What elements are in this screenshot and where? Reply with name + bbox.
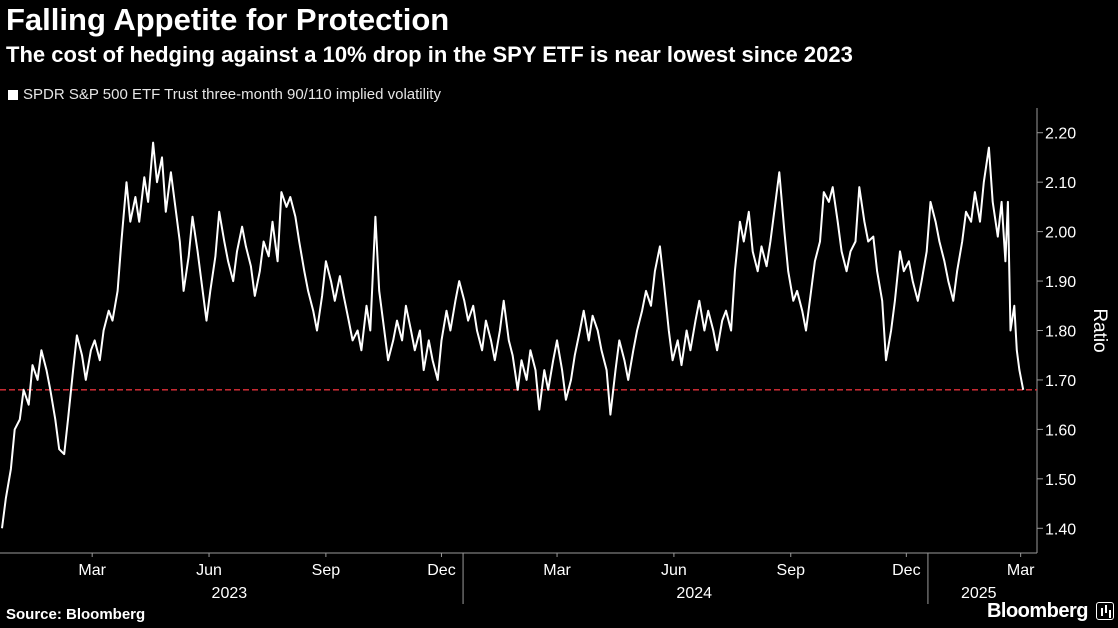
year-label: 2023 — [212, 585, 248, 602]
y-tick-label: 2.20 — [1045, 126, 1076, 143]
x-tick-label: Dec — [892, 562, 920, 579]
x-tick-label: Sep — [312, 562, 341, 579]
y-tick-label: 1.60 — [1045, 422, 1076, 439]
x-tick-label: Dec — [427, 562, 455, 579]
x-tick-label: Jun — [196, 562, 222, 579]
y-tick-label: 1.70 — [1045, 373, 1076, 390]
y-tick-label: 1.90 — [1045, 274, 1076, 291]
x-tick-label: Jun — [661, 562, 687, 579]
x-tick-label: Mar — [78, 562, 106, 579]
y-tick-label: 2.10 — [1045, 175, 1076, 192]
bloomberg-logo: Bloomberg — [986, 600, 1089, 622]
series-line — [1, 141, 1025, 529]
y-axis-title: Ratio — [1089, 308, 1110, 352]
year-label: 2025 — [961, 585, 997, 602]
bloomberg-chart-icon — [1096, 602, 1114, 620]
y-tick-label: 1.50 — [1045, 472, 1076, 489]
year-label: 2024 — [676, 585, 712, 602]
y-tick-label: 1.80 — [1045, 324, 1076, 341]
x-tick-label: Mar — [1007, 562, 1035, 579]
legend-label: SPDR S&P 500 ETF Trust three-month 90/11… — [23, 86, 441, 103]
y-tick-label: 2.00 — [1045, 225, 1076, 242]
legend-swatch — [8, 89, 18, 100]
chart-title: Falling Appetite for Protection — [6, 2, 450, 37]
source-note: Source: Bloomberg — [6, 606, 146, 623]
x-tick-label: Sep — [777, 562, 806, 579]
chart-subtitle: The cost of hedging against a 10% drop i… — [6, 42, 853, 67]
legend: SPDR S&P 500 ETF Trust three-month 90/11… — [8, 86, 441, 103]
x-tick-label: Mar — [543, 562, 571, 579]
y-tick-label: 1.40 — [1045, 521, 1076, 538]
